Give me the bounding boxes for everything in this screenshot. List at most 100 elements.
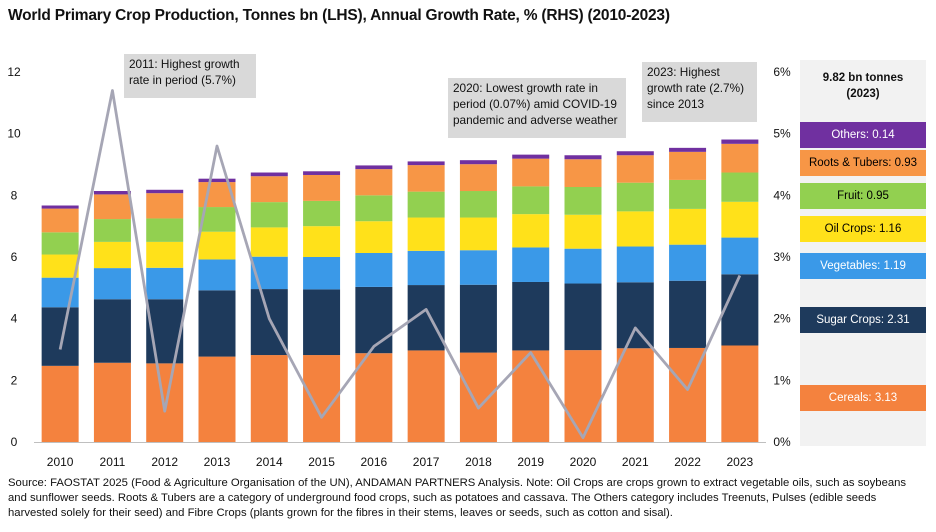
y-right-tick-0pct: 0% bbox=[773, 435, 791, 449]
bar-vegetables-2022 bbox=[669, 244, 707, 281]
x-tick-label-2012: 2012 bbox=[151, 455, 178, 469]
x-tick-label-2015: 2015 bbox=[308, 455, 335, 469]
y-left-tick-2: 2 bbox=[11, 373, 18, 387]
bar-sugar-crops-2011 bbox=[93, 299, 131, 363]
bar-roots-tubers-2020 bbox=[564, 159, 602, 188]
legend-header: 9.82 bn tonnes (2023) bbox=[822, 72, 904, 100]
bar-oil-crops-2022 bbox=[669, 208, 707, 245]
bar-cereals-2011 bbox=[93, 362, 131, 442]
bar-oil-crops-2013 bbox=[198, 231, 236, 260]
bar-others-2010 bbox=[41, 205, 79, 209]
bar-sugar-crops-2013 bbox=[198, 290, 236, 357]
bar-fruit-2020 bbox=[564, 187, 602, 215]
legend-item-fruit: Fruit: 0.95 bbox=[800, 183, 926, 209]
bar-others-2023 bbox=[721, 139, 759, 144]
bar-others-2020 bbox=[564, 155, 602, 160]
bar-oil-crops-2014 bbox=[250, 227, 288, 257]
bar-sugar-crops-2023 bbox=[721, 274, 759, 346]
x-tick-label-2010: 2010 bbox=[47, 455, 74, 469]
bar-oil-crops-2010 bbox=[41, 254, 79, 278]
x-tick-label-2018: 2018 bbox=[465, 455, 492, 469]
bar-fruit-2011 bbox=[93, 219, 131, 242]
bar-fruit-2018 bbox=[459, 191, 497, 218]
bar-sugar-crops-2018 bbox=[459, 284, 497, 353]
bar-others-2021 bbox=[616, 151, 654, 156]
bar-sugar-crops-2021 bbox=[616, 282, 654, 349]
bar-sugar-crops-2019 bbox=[512, 281, 550, 351]
growth-rate-line bbox=[58, 89, 742, 440]
x-tick-label-2016: 2016 bbox=[361, 455, 388, 469]
legend-item-sugar-crops: Sugar Crops: 2.31 bbox=[800, 307, 926, 333]
bar-cereals-2019 bbox=[512, 350, 550, 442]
bar-roots-tubers-2012 bbox=[146, 193, 184, 219]
bar-others-2015 bbox=[303, 171, 341, 175]
bar-fruit-2019 bbox=[512, 186, 550, 215]
bar-others-2017 bbox=[407, 161, 445, 166]
bar-others-2019 bbox=[512, 154, 550, 159]
bar-oil-crops-2019 bbox=[512, 214, 550, 248]
bar-vegetables-2011 bbox=[93, 268, 131, 300]
y-left-tick-12: 12 bbox=[7, 65, 21, 79]
bar-sugar-crops-2016 bbox=[355, 286, 393, 354]
bar-roots-tubers-2010 bbox=[41, 208, 79, 233]
bar-others-2011 bbox=[93, 191, 131, 195]
y-right-tick-4pct: 4% bbox=[773, 188, 791, 202]
bar-oil-crops-2012 bbox=[146, 241, 184, 268]
source-note: Source: FAOSTAT 2025 (Food & Agriculture… bbox=[8, 477, 907, 519]
bar-sugar-crops-2022 bbox=[669, 280, 707, 348]
bar-sugar-crops-2010 bbox=[41, 307, 79, 366]
bar-vegetables-2016 bbox=[355, 252, 393, 287]
legend-item-cereals: Cereals: 3.13 bbox=[800, 385, 926, 411]
y-right-tick-6pct: 6% bbox=[773, 65, 791, 79]
bar-vegetables-2020 bbox=[564, 248, 602, 284]
bar-others-2016 bbox=[355, 165, 393, 170]
bar-fruit-2023 bbox=[721, 172, 759, 202]
y-left-tick-4: 4 bbox=[11, 312, 18, 326]
bar-vegetables-2015 bbox=[303, 257, 341, 290]
bar-roots-tubers-2017 bbox=[407, 165, 445, 192]
bar-vegetables-2014 bbox=[250, 256, 288, 290]
y-right-tick-3pct: 3% bbox=[773, 250, 791, 264]
bar-others-2018 bbox=[459, 160, 497, 165]
bar-fruit-2017 bbox=[407, 191, 445, 218]
x-tick-label-2014: 2014 bbox=[256, 455, 283, 469]
y-left-tick-10: 10 bbox=[7, 127, 21, 141]
bar-cereals-2017 bbox=[407, 350, 445, 442]
bar-oil-crops-2017 bbox=[407, 217, 445, 251]
bar-fruit-2010 bbox=[41, 232, 79, 255]
bar-roots-tubers-2023 bbox=[721, 143, 759, 173]
bar-roots-tubers-2015 bbox=[303, 174, 341, 201]
bar-vegetables-2023 bbox=[721, 237, 759, 275]
bar-others-2012 bbox=[146, 189, 184, 194]
bar-roots-tubers-2018 bbox=[459, 164, 497, 192]
bar-oil-crops-2023 bbox=[721, 201, 759, 238]
bar-sugar-crops-2020 bbox=[564, 283, 602, 351]
bar-cereals-2020 bbox=[564, 350, 602, 442]
bar-oil-crops-2018 bbox=[459, 217, 497, 251]
x-tick-label-2021: 2021 bbox=[622, 455, 649, 469]
bar-fruit-2016 bbox=[355, 195, 393, 222]
legend-item-roots-tubers: Roots & Tubers: 0.93 bbox=[800, 150, 926, 176]
bar-sugar-crops-2015 bbox=[303, 289, 341, 356]
x-tick-label-2013: 2013 bbox=[204, 455, 231, 469]
y-left-tick-0: 0 bbox=[11, 435, 18, 449]
x-tick-label-2011: 2011 bbox=[100, 455, 126, 469]
bar-cereals-2021 bbox=[616, 348, 654, 442]
bar-vegetables-2021 bbox=[616, 246, 654, 283]
bar-fruit-2015 bbox=[303, 200, 341, 227]
bar-roots-tubers-2011 bbox=[93, 194, 131, 220]
bar-vegetables-2012 bbox=[146, 267, 184, 300]
bar-cereals-2014 bbox=[250, 355, 288, 442]
bar-oil-crops-2016 bbox=[355, 221, 393, 253]
x-tick-label-2022: 2022 bbox=[674, 455, 701, 469]
bar-vegetables-2018 bbox=[459, 250, 497, 285]
bar-roots-tubers-2022 bbox=[669, 151, 707, 180]
bar-others-2014 bbox=[250, 172, 288, 177]
bar-roots-tubers-2016 bbox=[355, 169, 393, 196]
bar-oil-crops-2015 bbox=[303, 226, 341, 257]
bar-oil-crops-2011 bbox=[93, 241, 131, 269]
bar-vegetables-2019 bbox=[512, 247, 550, 282]
y-right-tick-2pct: 2% bbox=[773, 312, 791, 326]
bar-fruit-2021 bbox=[616, 182, 654, 212]
